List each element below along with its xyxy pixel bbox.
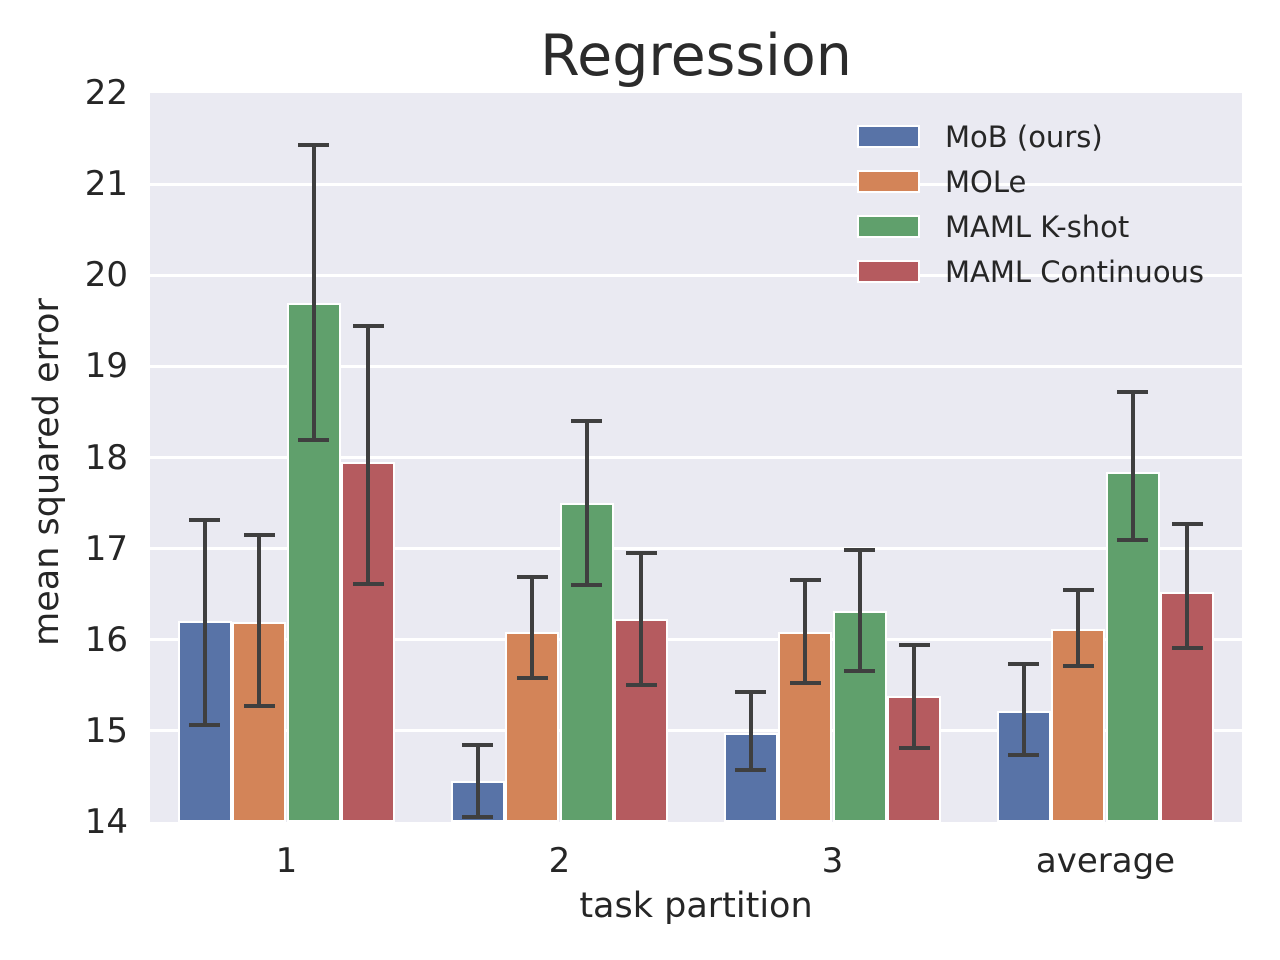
- error-bar-line: [257, 534, 262, 707]
- chart-title: Regression: [540, 23, 852, 89]
- error-bar-line: [366, 326, 371, 585]
- error-bar-line: [475, 745, 480, 818]
- error-bar-cap: [243, 532, 275, 537]
- error-bar-cap: [352, 324, 384, 329]
- x-tick-label: 2: [548, 841, 571, 881]
- error-bar-cap: [298, 438, 330, 443]
- error-bar-cap: [1117, 538, 1149, 543]
- error-bar-cap: [844, 547, 876, 552]
- error-bar-cap: [462, 815, 494, 820]
- y-axis-label: mean squared error: [27, 298, 67, 646]
- error-bar-line: [530, 576, 535, 678]
- legend-label: MAML K-shot: [945, 209, 1130, 244]
- error-bar-line: [311, 144, 316, 441]
- x-axis-label: task partition: [579, 886, 813, 926]
- error-bar-line: [1130, 391, 1135, 541]
- error-bar-line: [584, 421, 589, 586]
- x-tick-label: average: [1035, 841, 1176, 881]
- y-tick-label: 16: [84, 619, 128, 660]
- error-bar-cap: [1171, 645, 1203, 650]
- gridline: [150, 456, 1242, 459]
- legend-label: MoB (ours): [945, 119, 1103, 154]
- error-bar-line: [202, 520, 207, 726]
- legend-entry: MOLe: [857, 159, 1204, 204]
- error-bar-cap: [844, 668, 876, 673]
- y-tick-label: 14: [84, 802, 128, 842]
- error-bar-line: [803, 579, 808, 684]
- error-bar-cap: [516, 574, 548, 579]
- error-bar-cap: [625, 683, 657, 688]
- error-bar-cap: [571, 583, 603, 588]
- y-tick-label: 15: [84, 710, 128, 751]
- bar-mole-3: [778, 632, 833, 822]
- y-tick-label: 18: [84, 437, 128, 478]
- error-bar-line: [1185, 524, 1190, 648]
- gridline: [150, 638, 1242, 642]
- legend-swatch: [857, 125, 920, 148]
- error-bar-cap: [571, 419, 603, 424]
- error-bar-cap: [735, 689, 767, 694]
- y-tick-label: 21: [84, 164, 128, 205]
- error-bar-cap: [898, 643, 930, 648]
- error-bar-cap: [1062, 587, 1094, 592]
- legend-label: MOLe: [945, 164, 1027, 199]
- error-bar-cap: [189, 518, 221, 523]
- bar-maml-k-shot-2: [559, 503, 614, 822]
- gridline: [150, 182, 1242, 186]
- error-bar-cap: [735, 768, 767, 773]
- legend-entry: MAML K-shot: [857, 204, 1204, 249]
- legend-swatch: [857, 215, 920, 238]
- legend-swatch: [857, 170, 920, 193]
- legend-swatch: [857, 260, 920, 283]
- x-tick-label: 1: [275, 841, 298, 881]
- error-bar-line: [857, 549, 862, 671]
- error-bar-cap: [516, 676, 548, 681]
- error-bar-cap: [1062, 664, 1094, 669]
- y-tick-label: 17: [84, 528, 128, 569]
- error-bar-cap: [1117, 389, 1149, 394]
- y-tick-label: 22: [84, 73, 128, 113]
- gridline: [150, 364, 1242, 368]
- y-tick-label: 20: [84, 255, 128, 296]
- error-bar-cap: [352, 582, 384, 587]
- error-bar-line: [912, 645, 917, 749]
- error-bar-line: [639, 553, 644, 686]
- error-bar-cap: [625, 551, 657, 556]
- y-tick-label: 19: [84, 346, 128, 387]
- error-bar-cap: [898, 746, 930, 751]
- gridline: [150, 729, 1242, 733]
- error-bar-line: [748, 691, 753, 771]
- error-bar-cap: [1171, 522, 1203, 527]
- error-bar-cap: [189, 723, 221, 728]
- error-bar-cap: [1008, 752, 1040, 757]
- error-bar-cap: [1008, 662, 1040, 667]
- error-bar-cap: [462, 743, 494, 748]
- error-bar-line: [1021, 664, 1026, 755]
- error-bar-cap: [298, 142, 330, 147]
- error-bar-cap: [789, 577, 821, 582]
- error-bar-cap: [789, 681, 821, 686]
- legend-entry: MAML Continuous: [857, 249, 1204, 294]
- legend: MoB (ours) MOLe MAML K-shot MAML Continuous: [857, 114, 1204, 294]
- gridline: [150, 547, 1242, 551]
- x-tick-label: 3: [821, 841, 844, 881]
- legend-entry: MoB (ours): [857, 114, 1204, 159]
- error-bar-cap: [243, 704, 275, 709]
- legend-label: MAML Continuous: [945, 254, 1205, 289]
- error-bar-line: [1076, 589, 1081, 667]
- gridline: [150, 273, 1242, 277]
